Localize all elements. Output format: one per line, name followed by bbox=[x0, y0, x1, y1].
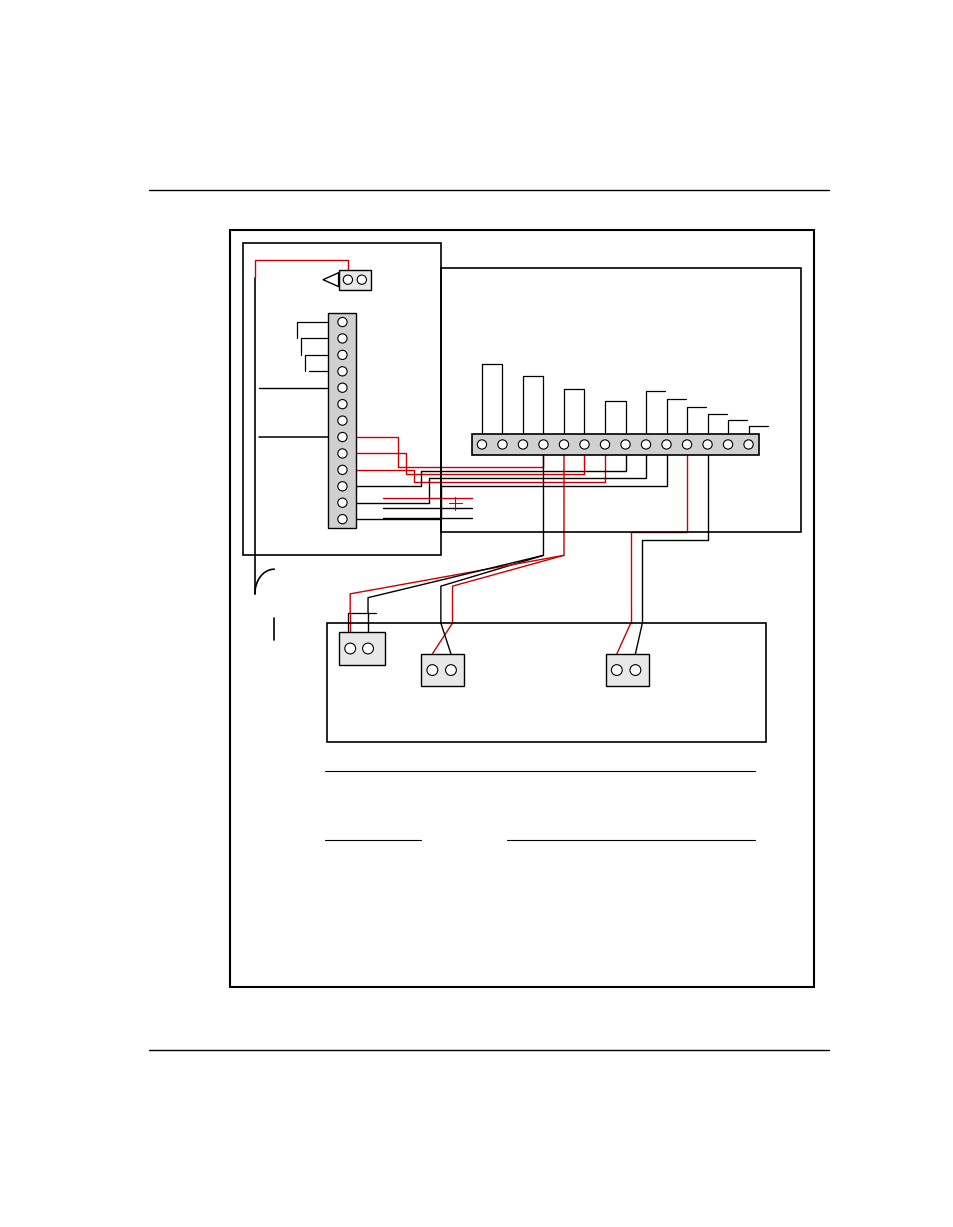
Circle shape bbox=[620, 439, 630, 449]
Circle shape bbox=[337, 400, 347, 409]
Circle shape bbox=[344, 643, 355, 654]
Circle shape bbox=[476, 439, 486, 449]
Circle shape bbox=[579, 439, 589, 449]
Circle shape bbox=[337, 449, 347, 458]
Circle shape bbox=[445, 665, 456, 675]
Circle shape bbox=[558, 439, 568, 449]
Bar bbox=[421, 654, 464, 686]
Circle shape bbox=[337, 383, 347, 393]
Bar bbox=[440, 269, 801, 533]
Circle shape bbox=[599, 439, 609, 449]
Circle shape bbox=[337, 514, 347, 524]
Circle shape bbox=[661, 439, 671, 449]
Circle shape bbox=[337, 432, 347, 442]
Circle shape bbox=[337, 367, 347, 375]
Circle shape bbox=[337, 465, 347, 475]
Bar bbox=[243, 243, 440, 556]
Bar bbox=[328, 313, 356, 529]
Circle shape bbox=[517, 439, 527, 449]
Circle shape bbox=[629, 665, 640, 675]
Circle shape bbox=[722, 439, 732, 449]
Circle shape bbox=[337, 498, 347, 507]
Circle shape bbox=[702, 439, 712, 449]
Circle shape bbox=[343, 275, 353, 285]
Circle shape bbox=[743, 439, 753, 449]
Bar bbox=[472, 433, 758, 455]
Circle shape bbox=[337, 334, 347, 344]
Bar bbox=[230, 231, 814, 987]
Bar bbox=[338, 270, 371, 290]
Circle shape bbox=[362, 643, 373, 654]
Circle shape bbox=[538, 439, 548, 449]
Circle shape bbox=[427, 665, 437, 675]
Circle shape bbox=[681, 439, 691, 449]
Circle shape bbox=[337, 318, 347, 326]
Bar bbox=[327, 623, 765, 742]
Circle shape bbox=[497, 439, 507, 449]
Bar bbox=[338, 632, 385, 665]
Circle shape bbox=[337, 350, 347, 360]
Circle shape bbox=[640, 439, 650, 449]
Circle shape bbox=[611, 665, 621, 675]
Circle shape bbox=[356, 275, 366, 285]
Bar bbox=[605, 654, 648, 686]
Circle shape bbox=[337, 416, 347, 426]
Circle shape bbox=[337, 482, 347, 491]
